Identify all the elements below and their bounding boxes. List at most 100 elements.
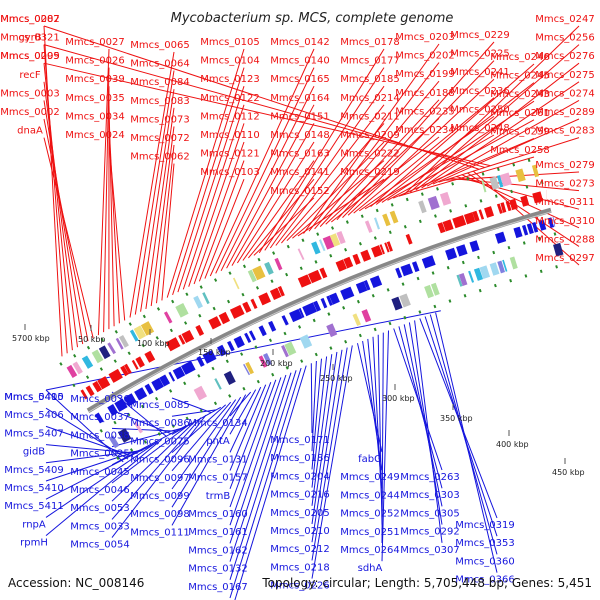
reverse-gene-label: Mmcs_0244 xyxy=(340,490,400,501)
forward-gene-connector xyxy=(226,104,315,269)
reverse-gene-label: Mmcs_5405 xyxy=(4,392,64,403)
forward-gene-label: Mmcs_0035 xyxy=(65,93,125,104)
forward-gene-arrow xyxy=(242,301,252,313)
reverse-gene-connector xyxy=(111,409,172,435)
forward-gene-connector xyxy=(264,67,385,251)
forward-gene-arrow xyxy=(85,385,95,397)
forward-gene-arrow xyxy=(500,202,507,213)
forward-gene-label: Mmcs_0072 xyxy=(130,133,190,144)
forward-gene-label: Mmcs_0188 xyxy=(395,88,455,99)
forward-gene-label: gyrB xyxy=(18,33,41,44)
reverse-gene-arrow xyxy=(302,302,317,317)
reverse-gene-connector xyxy=(171,404,227,453)
reverse-gene-label: Mmcs_0263 xyxy=(400,472,460,483)
reverse-feature-bar xyxy=(361,309,372,323)
reverse-gene-connector xyxy=(111,427,182,448)
forward-feature-bar xyxy=(531,164,540,178)
reverse-gene-arrow xyxy=(547,217,555,229)
reverse-gene-arrow xyxy=(526,223,534,235)
forward-gene-arrow xyxy=(92,381,102,393)
reverse-gene-label: Mmcs_0210 xyxy=(270,526,330,537)
forward-gene-connector xyxy=(286,141,385,242)
reverse-gene-connector xyxy=(171,397,212,413)
forward-gene-label: Mmcs_0247 xyxy=(535,14,595,25)
reverse-gene-label: Mmcs_0037 xyxy=(70,412,130,423)
forward-gene-arrow xyxy=(250,298,258,310)
forward-gene-label: Mmcs_0243 xyxy=(490,89,550,100)
forward-gene-connector xyxy=(393,137,535,199)
reverse-gene-label: Mmcs_0249 xyxy=(340,472,400,483)
forward-gene-connector xyxy=(43,63,73,351)
kbp-label: 400 kbp xyxy=(496,440,529,449)
reverse-gene-arrow xyxy=(202,349,217,364)
forward-feature-bar xyxy=(374,217,380,230)
forward-gene-label: Mmcs_0027 xyxy=(65,37,125,48)
reverse-gene-label: pntA xyxy=(206,436,230,447)
reverse-gene-label: Mmcs_0098 xyxy=(130,509,190,520)
forward-gene-arrow xyxy=(505,200,512,212)
forward-gene-arrow xyxy=(131,359,139,370)
reverse-gene-arrow xyxy=(258,325,267,337)
reverse-gene-label: Mmcs_0086 xyxy=(130,418,190,429)
forward-gene-arrow xyxy=(384,242,390,253)
reverse-gene-arrow xyxy=(400,263,413,277)
reverse-gene-arrow xyxy=(159,374,171,387)
forward-gene-connector xyxy=(198,160,245,282)
forward-gene-label: Mmcs_0024 xyxy=(65,130,125,141)
forward-gene-label: Mmcs_0311 xyxy=(535,197,595,208)
forward-gene-connector xyxy=(43,137,94,339)
reverse-gene-connector xyxy=(435,312,498,573)
forward-feature-bar xyxy=(418,200,427,214)
reverse-feature-bar xyxy=(223,370,236,385)
forward-gene-connector xyxy=(156,144,175,304)
reverse-gene-connector xyxy=(229,370,297,580)
reverse-gene-connector xyxy=(45,447,148,482)
reverse-gene-arrow xyxy=(445,247,458,261)
reverse-gene-connector xyxy=(171,399,237,490)
reverse-gene-label: Mmcs_0216 xyxy=(270,490,330,501)
kbp-label: 100 kbp xyxy=(137,339,170,348)
reverse-gene-label: Mmcs_0161 xyxy=(188,527,248,538)
reverse-gene-connector xyxy=(45,389,124,463)
reverse-feature-bar xyxy=(424,284,434,299)
forward-gene-label: Mmcs_0034 xyxy=(65,111,125,122)
forward-gene-connector xyxy=(242,160,315,261)
forward-gene-label: Mmcs_0275 xyxy=(535,70,595,81)
forward-gene-label: Mmcs_0164 xyxy=(270,93,330,104)
forward-gene-connector xyxy=(342,60,495,218)
forward-gene-connector xyxy=(461,174,580,229)
forward-feature-bar xyxy=(311,241,321,255)
forward-feature-bar xyxy=(129,329,139,342)
forward-feature-bar xyxy=(72,361,83,375)
reverse-gene-connector xyxy=(171,409,216,417)
forward-gene-label: Mmcs_0235 xyxy=(395,106,455,117)
forward-gene-label: Mmcs_0222 xyxy=(340,149,400,160)
forward-feature-bar xyxy=(98,345,111,360)
forward-gene-arrow xyxy=(297,274,312,288)
forward-gene-connector xyxy=(319,99,440,227)
reverse-gene-label: Mmcs_0157 xyxy=(188,473,248,484)
kbp-label: 150 kbp xyxy=(198,348,231,357)
reverse-gene-connector xyxy=(229,391,252,417)
reverse-feature-bar xyxy=(497,260,506,274)
forward-gene-arrow xyxy=(269,287,282,301)
forward-gene-label: Mmcs_0236 xyxy=(450,86,510,97)
forward-feature-bar xyxy=(481,180,487,193)
forward-gene-label: Mmcs_0229 xyxy=(450,30,510,41)
reverse-gene-arrow xyxy=(180,360,196,375)
forward-feature-bar xyxy=(489,176,500,190)
forward-feature-bar xyxy=(232,277,240,290)
forward-gene-label: dnaA xyxy=(17,126,43,137)
forward-gene-arrow xyxy=(181,329,195,344)
forward-feature-bar xyxy=(115,337,124,350)
reverse-feature-bar xyxy=(243,363,251,376)
reverse-feature-bar xyxy=(281,345,289,358)
reverse-feature-bar xyxy=(263,352,273,366)
reverse-gene-label: Mmcs_0097 xyxy=(130,473,190,484)
forward-gene-connector xyxy=(325,118,440,225)
forward-gene-arrow xyxy=(352,253,361,265)
reverse-gene-label: Mmcs_0218 xyxy=(270,562,330,573)
forward-gene-label: Mmcs_0026 xyxy=(65,56,125,67)
forward-gene-label: recF xyxy=(19,70,41,81)
forward-gene-connector xyxy=(43,100,84,345)
